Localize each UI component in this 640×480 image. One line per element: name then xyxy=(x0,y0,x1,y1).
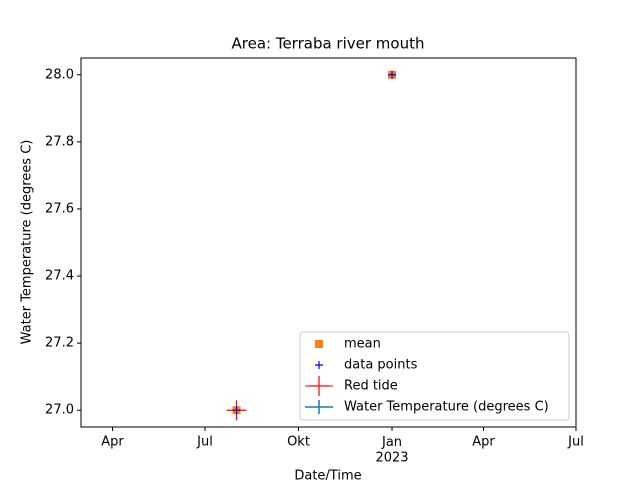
chart-title: Area: Terraba river mouth xyxy=(232,35,425,53)
y-tick-label: 27.0 xyxy=(45,403,74,418)
square xyxy=(315,340,323,348)
x-tick-label: Jul xyxy=(567,435,584,450)
y-tick-label: 28.0 xyxy=(45,67,74,82)
x-tick-label: Apr xyxy=(101,435,124,450)
legend-label: Water Temperature (degrees C) xyxy=(344,400,549,415)
plus xyxy=(388,70,397,79)
x-tick-label: Jan 2023 xyxy=(375,435,408,466)
y-axis-label: Water Temperature (degrees C) xyxy=(20,140,35,345)
legend-label: data points xyxy=(344,358,418,373)
legend-label: mean xyxy=(344,337,381,352)
plus xyxy=(232,406,241,415)
legend-swatch xyxy=(305,400,333,414)
legend-item: mean xyxy=(315,337,381,352)
legend-item: Red tide xyxy=(305,376,398,396)
marker-square xyxy=(315,340,323,348)
plot-area xyxy=(80,57,577,428)
x-tick-label: Okt xyxy=(287,435,310,450)
x-axis-label: Date/Time xyxy=(294,469,361,480)
y-tick-label: 27.2 xyxy=(45,336,74,351)
legend-label: Red tide xyxy=(344,379,398,394)
y-tick-label: 27.6 xyxy=(45,201,74,216)
legend-item: data points xyxy=(315,358,418,373)
marker-plus xyxy=(315,361,323,369)
y-tick-label: 27.4 xyxy=(45,269,74,284)
marker-plus xyxy=(388,70,397,79)
y-tick-label: 27.8 xyxy=(45,134,74,149)
marker-plus xyxy=(232,406,241,415)
x-tick-label: Apr xyxy=(472,435,495,450)
plus xyxy=(315,361,323,369)
x-tick-label: Jul xyxy=(196,435,213,450)
legend: mean data points Red tide Water Temperature… xyxy=(299,331,570,421)
legend-item: Water Temperature (degrees C) xyxy=(305,400,549,415)
legend-box xyxy=(299,331,570,421)
